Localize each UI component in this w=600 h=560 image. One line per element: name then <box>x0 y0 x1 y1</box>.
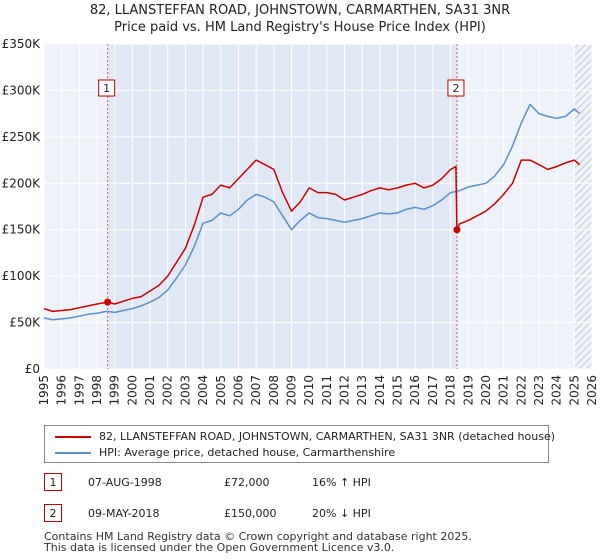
legend-label-property: 82, LLANSTEFFAN ROAD, JOHNSTOWN, CARMART… <box>99 430 556 443</box>
sale-hpi-1: 16% ↑ HPI <box>312 476 371 489</box>
x-tick-label: 2019 <box>461 375 475 406</box>
legend-item-property: 82, LLANSTEFFAN ROAD, JOHNSTOWN, CARMART… <box>55 429 555 445</box>
legend-swatch-blue <box>55 452 91 454</box>
sale-price-2: £150,000 <box>224 507 277 520</box>
x-tick-label: 2018 <box>444 375 458 406</box>
sale-label-box-1 <box>98 79 116 97</box>
x-tick-label: 2025 <box>567 375 581 406</box>
x-tick-label: 1999 <box>108 375 122 406</box>
sale-label-box-2 <box>447 79 465 97</box>
x-tick-label: 2015 <box>391 375 405 406</box>
future-hatch <box>574 44 592 369</box>
sale-badge-2: 2 <box>44 504 62 522</box>
ownership-shade <box>107 44 457 369</box>
x-tick-label: 1997 <box>72 375 86 406</box>
x-tick-label: 2011 <box>320 375 334 406</box>
x-tick-label: 2001 <box>143 375 157 406</box>
x-tick-label: 2003 <box>178 375 192 406</box>
x-tick-label: 1995 <box>37 375 51 406</box>
chart-title: 82, LLANSTEFFAN ROAD, JOHNSTOWN, CARMART… <box>90 3 510 18</box>
hpi-line <box>43 103 581 321</box>
x-tick-label: 2021 <box>497 375 511 406</box>
sale-label-text-1: 1 <box>103 82 110 95</box>
sale-price-1: £72,000 <box>224 476 270 489</box>
sale-hpi-2: 20% ↓ HPI <box>312 507 371 520</box>
x-tick-label: 2022 <box>514 375 528 406</box>
x-tick-label: 2002 <box>161 375 175 406</box>
x-tick-label: 2024 <box>550 375 564 406</box>
y-tick-label: £0 <box>25 362 40 376</box>
y-tick-label: £350K <box>2 37 42 51</box>
legend-item-hpi: HPI: Average price, detached house, Carm… <box>55 445 395 461</box>
x-tick-label: 1998 <box>90 375 104 406</box>
y-tick-label: £300K <box>2 83 42 97</box>
x-tick-label: 2020 <box>479 375 493 406</box>
x-tick-label: 2012 <box>338 375 352 406</box>
x-tick-label: 2016 <box>408 375 422 406</box>
chart-subtitle: Price paid vs. HM Land Registry's House … <box>114 20 486 35</box>
sale-point-2 <box>453 226 461 234</box>
footer-line-1: Contains HM Land Registry data © Crown c… <box>44 530 472 543</box>
footer: Contains HM Land Registry data © Crown c… <box>44 531 584 553</box>
plot-area: £0 £50K £100K £150K £200K £250K £300K £350K 1995… <box>2 37 599 406</box>
y-tick-label: £150K <box>2 223 42 237</box>
x-tick-label: 2013 <box>355 375 369 406</box>
sale-point-1 <box>104 298 112 306</box>
sale-date-2: 09-MAY-2018 <box>88 507 160 520</box>
x-tick-label: 2017 <box>426 375 440 406</box>
property-price-line <box>43 159 581 313</box>
sale-badge-1: 1 <box>44 473 62 491</box>
legend-label-hpi: HPI: Average price, detached house, Carm… <box>99 446 396 459</box>
x-tick-label: 2009 <box>284 375 298 406</box>
y-tick-label: £200K <box>2 176 42 190</box>
x-tick-label: 2004 <box>196 375 210 406</box>
x-tick-label: 2006 <box>231 375 245 406</box>
sale-label-text-2: 2 <box>452 82 459 95</box>
y-tick-label: £250K <box>2 130 42 144</box>
x-tick-label: 2014 <box>373 375 387 406</box>
legend: 82, LLANSTEFFAN ROAD, JOHNSTOWN, CARMART… <box>44 425 555 463</box>
x-tick-label: 2007 <box>249 375 263 406</box>
x-tick-label: 2010 <box>302 375 316 406</box>
y-tick-label: £100K <box>2 269 42 283</box>
legend-swatch-red <box>55 436 91 438</box>
x-tick-label: 2000 <box>125 375 139 406</box>
y-tick-label: £50K <box>9 316 41 330</box>
x-tick-label: 1996 <box>55 375 69 406</box>
x-tick-label: 2023 <box>532 375 546 406</box>
x-tick-label: 2026 <box>585 375 599 406</box>
x-tick-label: 2008 <box>267 375 281 406</box>
sale-date-1: 07-AUG-1998 <box>88 476 162 489</box>
price-chart: 82, LLANSTEFFAN ROAD, JOHNSTOWN, CARMART… <box>2 3 599 406</box>
footer-line-2: This data is licensed under the Open Gov… <box>44 541 395 554</box>
x-tick-label: 2005 <box>214 375 228 406</box>
